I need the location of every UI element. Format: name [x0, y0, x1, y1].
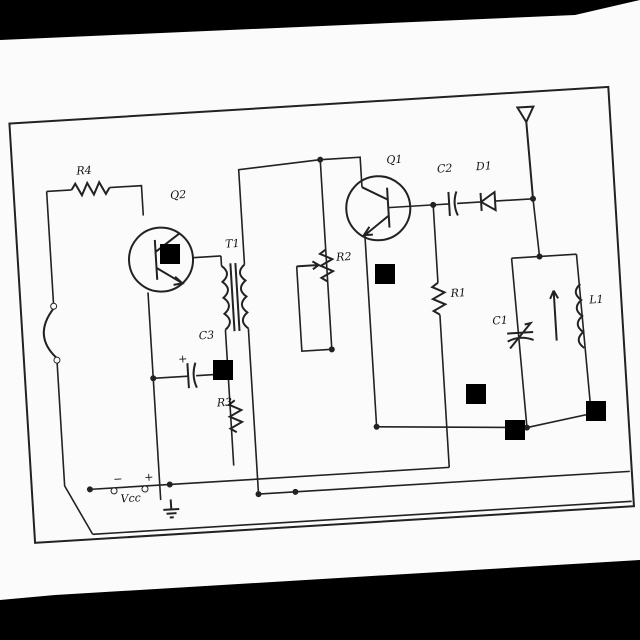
r4-resistor — [70, 179, 111, 198]
label-r3: R3 — [215, 396, 232, 410]
label-q2: Q2 — [170, 188, 187, 202]
label-c2: C2 — [437, 162, 453, 176]
label-r2: R2 — [335, 250, 352, 264]
label-vcc: Vcc — [120, 491, 141, 505]
label-c1: C1 — [492, 314, 508, 328]
r2-potentiometer — [296, 248, 336, 283]
r3-resistor — [227, 399, 245, 434]
l1-inductor — [574, 283, 585, 349]
r4-wire — [46, 189, 72, 193]
label-l1: L1 — [588, 293, 604, 307]
r1-resistor — [430, 281, 448, 316]
schematic-frame — [8, 85, 636, 544]
c1-variable-capacitor — [507, 321, 534, 350]
label-t1: T1 — [225, 237, 240, 251]
ground-icon — [163, 499, 180, 519]
bottom-bus — [89, 425, 632, 536]
label-c3-plus: + — [178, 352, 188, 366]
t1-transformer — [220, 262, 249, 332]
junction-dots — [86, 156, 543, 498]
label-minus: − — [113, 472, 123, 486]
label-q1: Q1 — [386, 153, 403, 167]
antenna-icon — [515, 105, 535, 199]
earphone-symbol — [42, 307, 58, 359]
schematic: R4 Q2 C3 + T1 R3 R2 Q1 R1 — [8, 85, 636, 544]
label-r4: R4 — [75, 164, 92, 178]
left-rail — [45, 191, 94, 535]
redaction-blocks — [160, 244, 606, 440]
label-c3: C3 — [198, 329, 214, 343]
label-plus: + — [144, 470, 154, 484]
paper-sheet — [0, 0, 640, 600]
label-r1: R1 — [449, 286, 466, 300]
label-d1: D1 — [475, 159, 493, 173]
